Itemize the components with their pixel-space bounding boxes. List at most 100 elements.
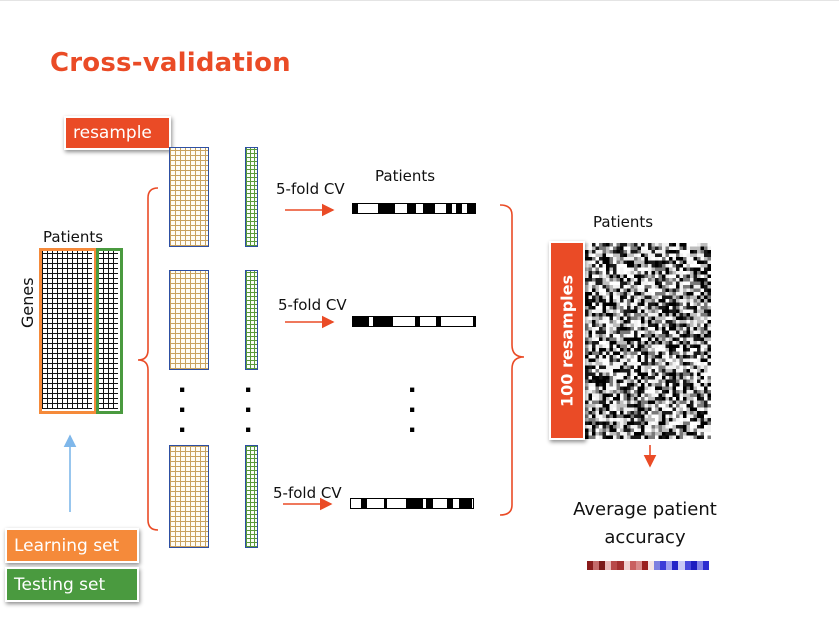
heatmap-cell	[606, 302, 610, 307]
heatmap-cell	[602, 257, 607, 261]
heatmap-cell	[690, 421, 694, 426]
heatmap-cell	[613, 320, 617, 324]
heatmap-cell	[613, 386, 617, 391]
heatmap-cell	[700, 271, 705, 275]
heatmap-cell	[623, 400, 628, 405]
accuracy-strip-cell	[605, 561, 612, 570]
heatmap-cell	[704, 302, 708, 307]
heatmap-cell	[648, 253, 652, 258]
heatmap-cell	[669, 327, 673, 331]
heatmap-cell	[693, 414, 698, 419]
heatmap-cell	[599, 292, 603, 296]
heatmap-cell	[686, 323, 691, 328]
heatmap-cell	[609, 355, 614, 359]
heatmap-cell	[620, 257, 624, 261]
heatmap-cell	[623, 306, 628, 310]
heatmap-cell	[620, 432, 624, 436]
heatmap-cell	[690, 285, 694, 289]
heatmap-cell	[613, 393, 617, 398]
heatmap-cell	[641, 267, 645, 272]
heatmap-cell	[697, 250, 701, 254]
heatmap-cell	[704, 407, 708, 412]
heatmap-cell	[592, 414, 596, 419]
heatmap-cell	[585, 355, 589, 359]
heatmap-cell	[634, 299, 638, 303]
heatmap-cell	[609, 404, 614, 408]
accuracy-strip-cell	[696, 561, 703, 570]
heatmap-cell	[672, 337, 677, 342]
heatmap-cell	[585, 313, 589, 317]
heatmap-cell	[648, 355, 652, 359]
heatmap-cell	[679, 348, 684, 352]
barcode-segment	[467, 204, 473, 213]
heatmap-cell	[637, 327, 642, 331]
heatmap-cell	[648, 246, 652, 251]
heatmap-cell	[644, 372, 649, 377]
heatmap-cell	[637, 323, 642, 328]
heatmap-cell	[599, 383, 603, 387]
heatmap-cell	[606, 316, 610, 321]
heatmap-cell	[704, 376, 708, 380]
heatmap-cell	[690, 320, 694, 324]
heatmap-cell	[644, 257, 649, 261]
heatmap-cell	[602, 432, 607, 436]
barcode-segment	[353, 317, 359, 326]
heatmap-cell	[599, 330, 603, 335]
heatmap-cell	[602, 369, 607, 373]
heatmap-cell	[623, 418, 628, 422]
heatmap-cell	[658, 383, 663, 387]
heatmap-cell	[676, 330, 680, 335]
heatmap-cell	[613, 253, 617, 258]
heatmap-cell	[679, 379, 684, 384]
heatmap-cell	[655, 292, 659, 296]
heatmap-cell	[707, 292, 711, 296]
heatmap-cell	[637, 299, 642, 303]
heatmap-cell	[630, 274, 635, 279]
heatmap-cell	[700, 313, 705, 317]
heatmap-cell	[693, 344, 698, 349]
heatmap-cell	[676, 302, 680, 307]
heatmap-cell	[592, 243, 596, 247]
heatmap-cell	[641, 320, 645, 324]
heatmap-cell	[585, 330, 589, 335]
heatmap-cell	[641, 316, 645, 321]
heatmap-cell	[700, 362, 705, 366]
heatmap-cell	[595, 288, 600, 293]
heatmap-cell	[634, 250, 638, 254]
heatmap-cell	[623, 316, 628, 321]
heatmap-cell	[672, 299, 677, 303]
heatmap-cell	[651, 337, 656, 342]
heatmap-cell	[693, 330, 698, 335]
heatmap-cell	[655, 278, 659, 282]
heatmap-cell	[662, 407, 666, 412]
heatmap-cell	[623, 281, 628, 286]
heatmap-cell	[620, 320, 624, 324]
heatmap-cell	[644, 397, 649, 401]
heatmap-cell	[613, 365, 617, 370]
heatmap-cell	[648, 267, 652, 272]
heatmap-cell	[676, 369, 680, 373]
heatmap-cell	[648, 316, 652, 321]
heatmap-cell	[669, 390, 673, 394]
heatmap-cell	[651, 421, 656, 426]
heatmap-cell	[623, 365, 628, 370]
barcode-segment	[468, 499, 470, 508]
heatmap-cell	[669, 418, 673, 422]
heatmap-cell	[676, 393, 680, 398]
heatmap-cell	[686, 246, 691, 251]
heatmap-cell	[585, 376, 589, 380]
heatmap-cell	[602, 285, 607, 289]
heatmap-cell	[704, 285, 708, 289]
accuracy-strip-cell	[623, 561, 630, 570]
heatmap-cell	[602, 267, 607, 272]
heatmap-cell	[672, 418, 677, 422]
heatmap-cell	[620, 278, 624, 282]
heatmap-cell	[588, 323, 593, 328]
heatmap-cell	[641, 418, 645, 422]
heatmap-cell	[637, 330, 642, 335]
heatmap-cell	[609, 295, 614, 300]
heatmap-cell	[609, 302, 614, 307]
heatmap-cell	[623, 362, 628, 366]
heatmap-cell	[665, 292, 670, 296]
heatmap-cell	[669, 330, 673, 335]
